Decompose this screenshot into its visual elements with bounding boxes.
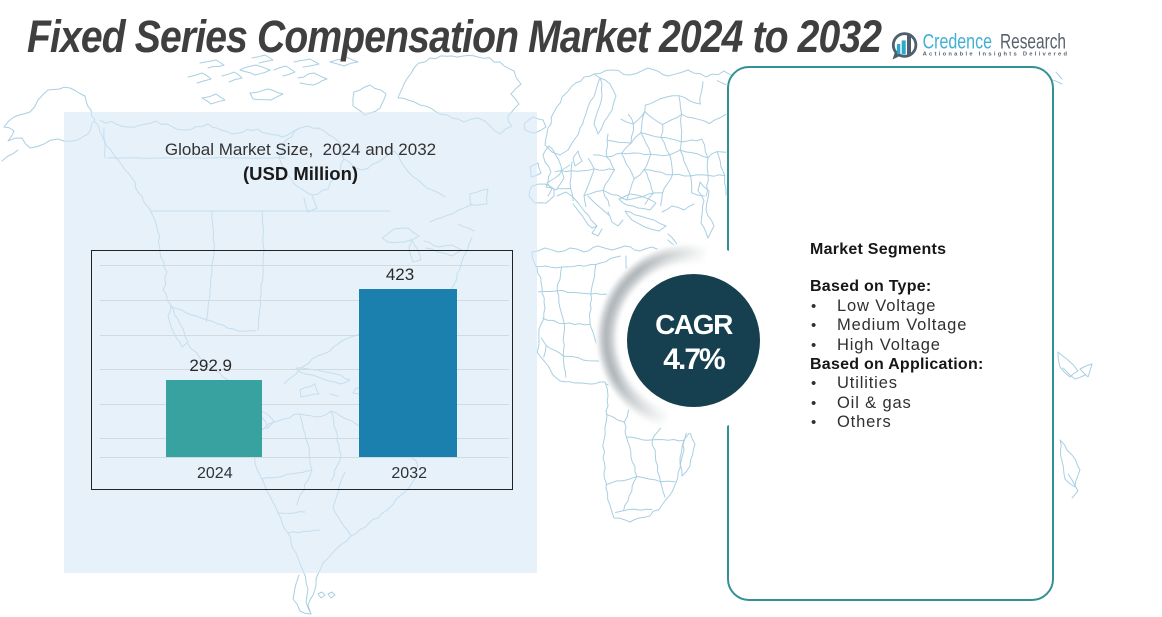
svg-text:Credence: Credence <box>923 30 992 53</box>
svg-text:Research: Research <box>1000 30 1066 53</box>
svg-text:Actionable Insights Delivered: Actionable Insights Delivered <box>923 51 1068 57</box>
